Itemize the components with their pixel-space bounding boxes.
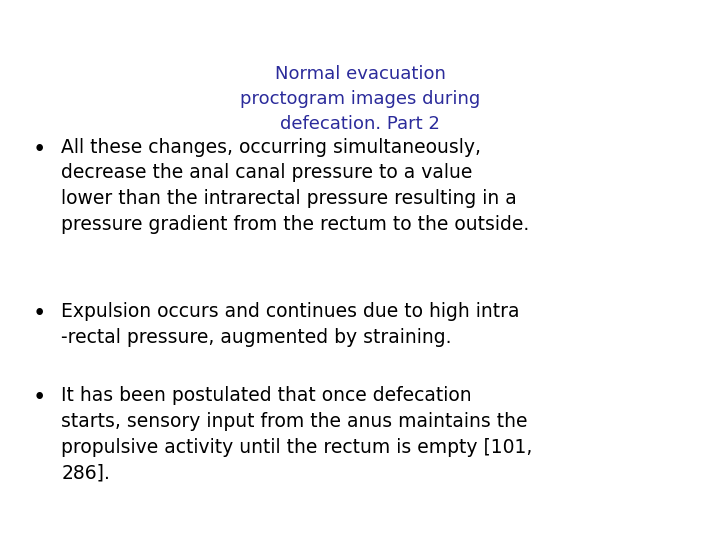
Text: •: • [33, 386, 46, 409]
Text: Normal evacuation
proctogram images during
defecation. Part 2: Normal evacuation proctogram images duri… [240, 65, 480, 133]
Text: Expulsion occurs and continues due to high intra
-rectal pressure, augmented by : Expulsion occurs and continues due to hi… [61, 302, 520, 347]
Text: It has been postulated that once defecation
starts, sensory input from the anus : It has been postulated that once defecat… [61, 386, 533, 482]
Text: •: • [33, 138, 46, 161]
Text: All these changes, occurring simultaneously,
decrease the anal canal pressure to: All these changes, occurring simultaneou… [61, 138, 529, 234]
Text: •: • [33, 302, 46, 326]
